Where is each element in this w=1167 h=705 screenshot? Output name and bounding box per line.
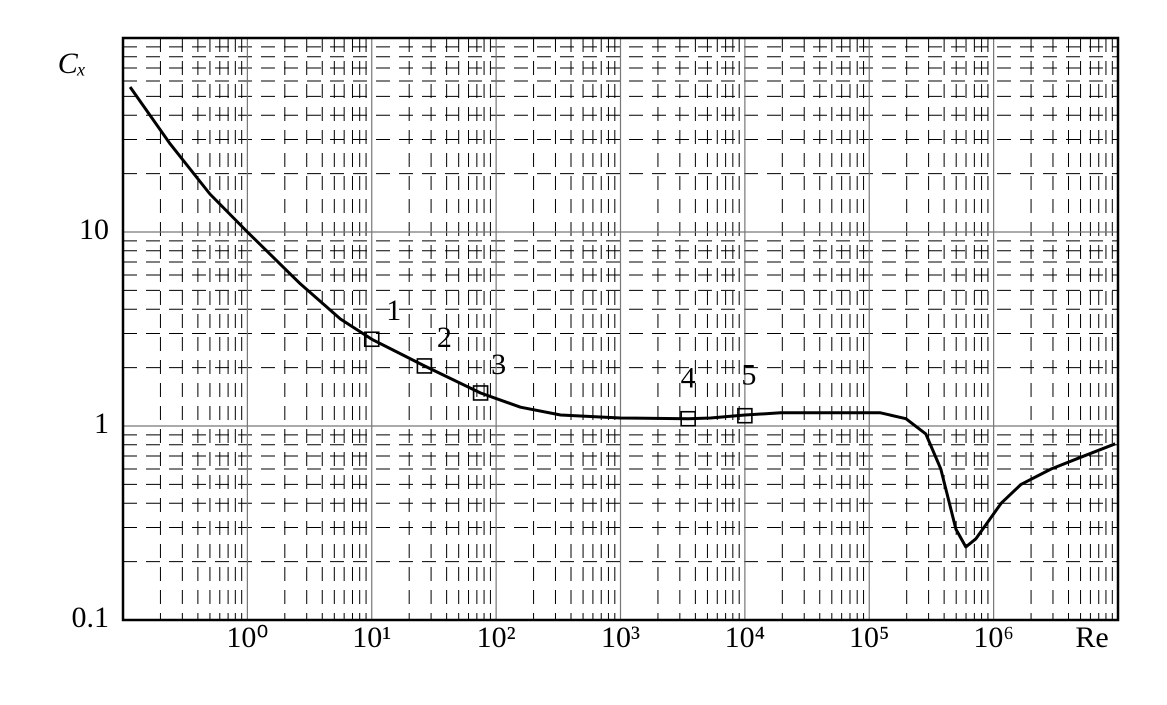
x-axis-label: Re [1075,621,1108,654]
point-marker [416,358,433,374]
curve [128,86,1116,549]
x-tick-label: 10⁶ [973,621,1013,654]
plot-frame [121,36,1120,622]
y-tick-label: 1 [94,407,109,440]
x-tick-label: 10¹ [352,621,391,654]
point-label: 4 [681,362,696,395]
x-tick-label: 10² [477,621,516,654]
y-tick-label: 10 [79,213,109,246]
y-axis-label: Cₓ [58,47,87,80]
point-marker [472,385,489,401]
point-label: 5 [741,359,756,392]
x-tick-label: 10⁵ [849,621,889,654]
point-marker [680,410,696,427]
y-tick-label: 0.1 [72,601,110,634]
point-marker [363,331,380,348]
point-marker [737,407,753,424]
point-label: 2 [437,321,452,354]
point-label: 1 [386,294,401,327]
x-tick-label: 10⁴ [725,621,765,654]
point-label: 3 [491,348,506,381]
x-tick-label: 10³ [601,621,640,654]
x-tick-label: 10⁰ [226,621,268,654]
